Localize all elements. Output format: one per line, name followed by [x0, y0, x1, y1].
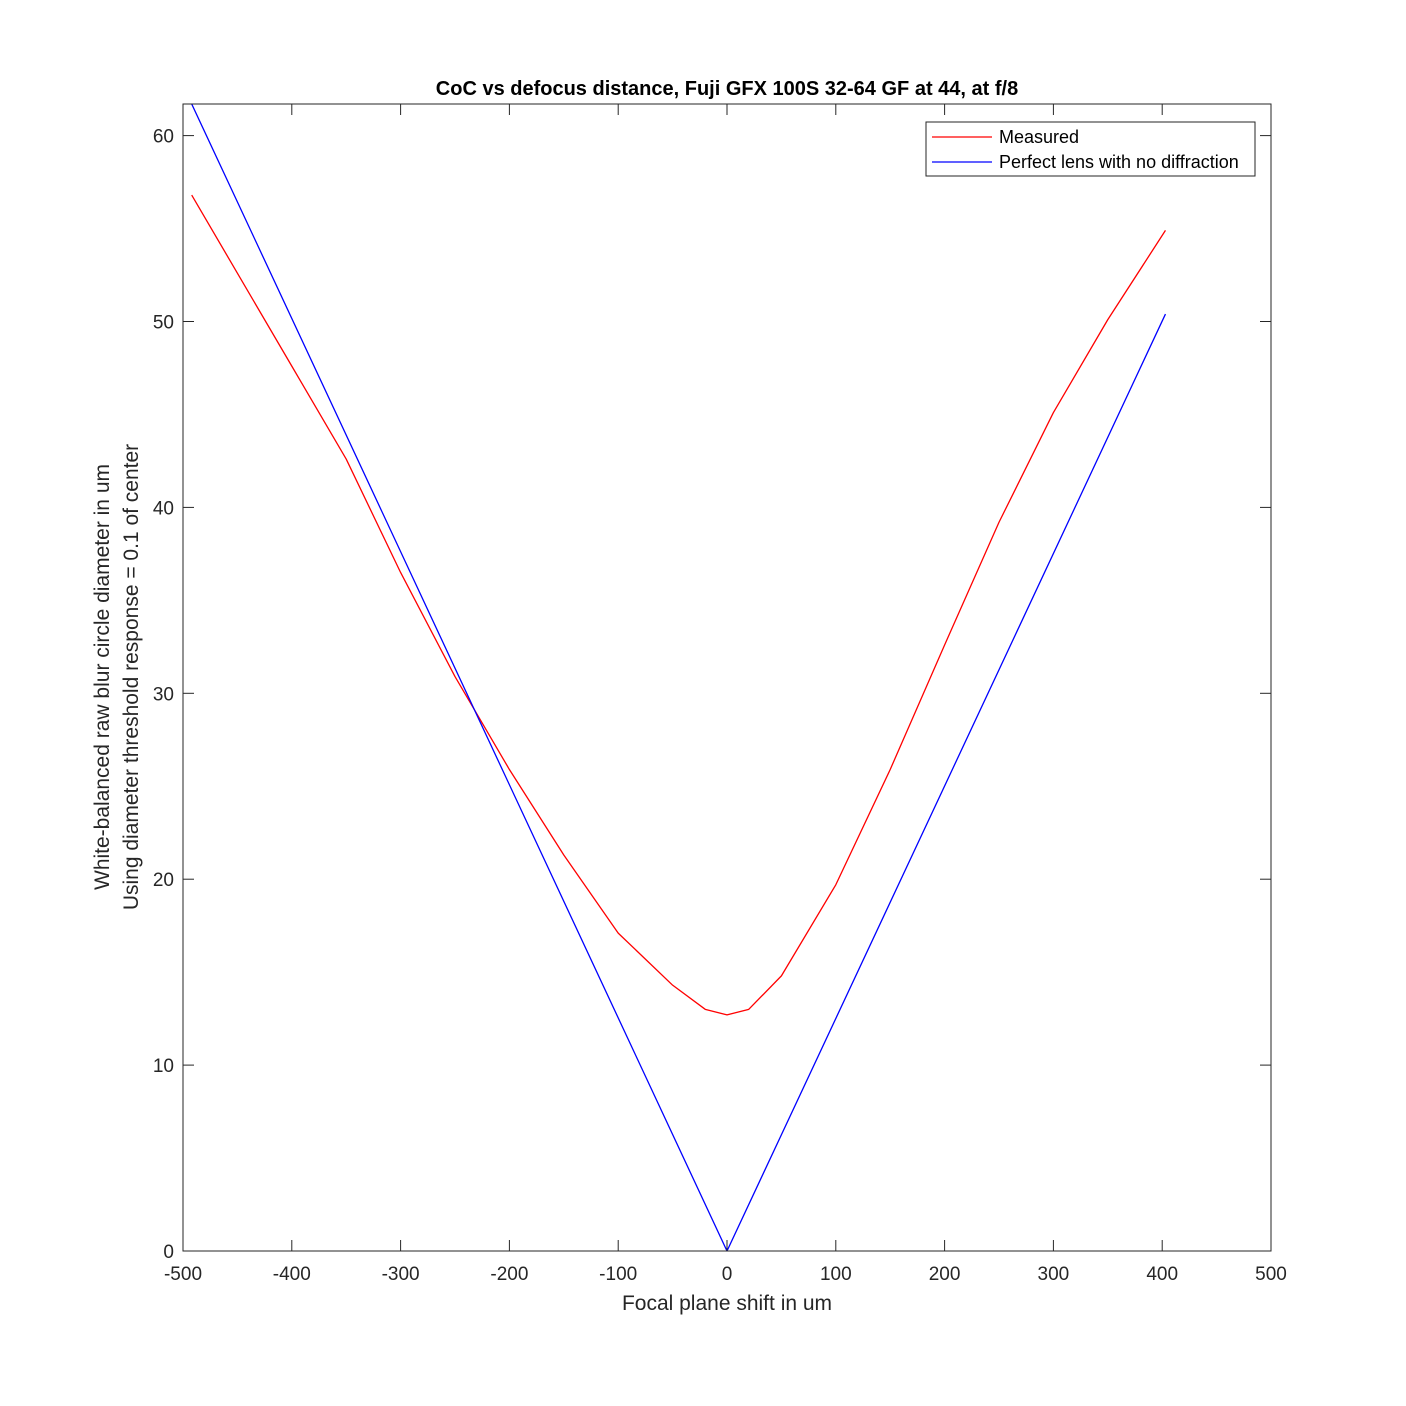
y-tick-label-1: 10 — [153, 1056, 174, 1077]
legend-label-1: Perfect lens with no diffraction — [999, 152, 1239, 172]
axes: -500 -400 -300 -200 -100 0 100 200 300 400 500 0 10 2… — [153, 103, 1287, 1285]
series-line-1 — [191, 104, 1167, 1251]
y-tick-label-5: 50 — [153, 313, 174, 334]
x-tick-label-4: -100 — [599, 1264, 637, 1285]
x-tick-label-7: 200 — [929, 1264, 961, 1285]
series-line-0 — [191, 194, 1167, 1016]
y-tick-label-2: 20 — [153, 870, 174, 891]
legend: Measured Perfect lens with no diffraction — [925, 121, 1256, 177]
y-axis-label-line-2: Using diameter threshold response = 0.1 … — [120, 444, 143, 910]
y-tick-label-6: 60 — [153, 127, 174, 148]
x-tick-label-5: 0 — [722, 1264, 733, 1285]
legend-label-0: Measured — [999, 127, 1079, 147]
x-tick-label-8: 300 — [1038, 1264, 1070, 1285]
x-tick-label-2: -300 — [382, 1264, 420, 1285]
x-tick-label-3: -200 — [490, 1264, 528, 1285]
x-tick-label-6: 100 — [820, 1264, 852, 1285]
y-tick-label-0: 0 — [163, 1242, 174, 1263]
chart-title: CoC vs defocus distance, Fuji GFX 100S 3… — [436, 78, 1018, 100]
legend-box — [925, 121, 1256, 177]
y-axis-label-line-1: White-balanced raw blur circle diameter … — [91, 464, 114, 890]
x-tick-label-1: -400 — [273, 1264, 311, 1285]
y-tick-label-4: 40 — [153, 498, 174, 519]
x-tick-label-0: -500 — [164, 1264, 202, 1285]
plot-area — [191, 104, 1167, 1251]
x-tick-label-9: 400 — [1146, 1264, 1178, 1285]
x-tick-label-10: 500 — [1255, 1264, 1287, 1285]
y-tick-label-3: 30 — [153, 684, 174, 705]
x-axis-label: Focal plane shift in um — [622, 1292, 832, 1315]
